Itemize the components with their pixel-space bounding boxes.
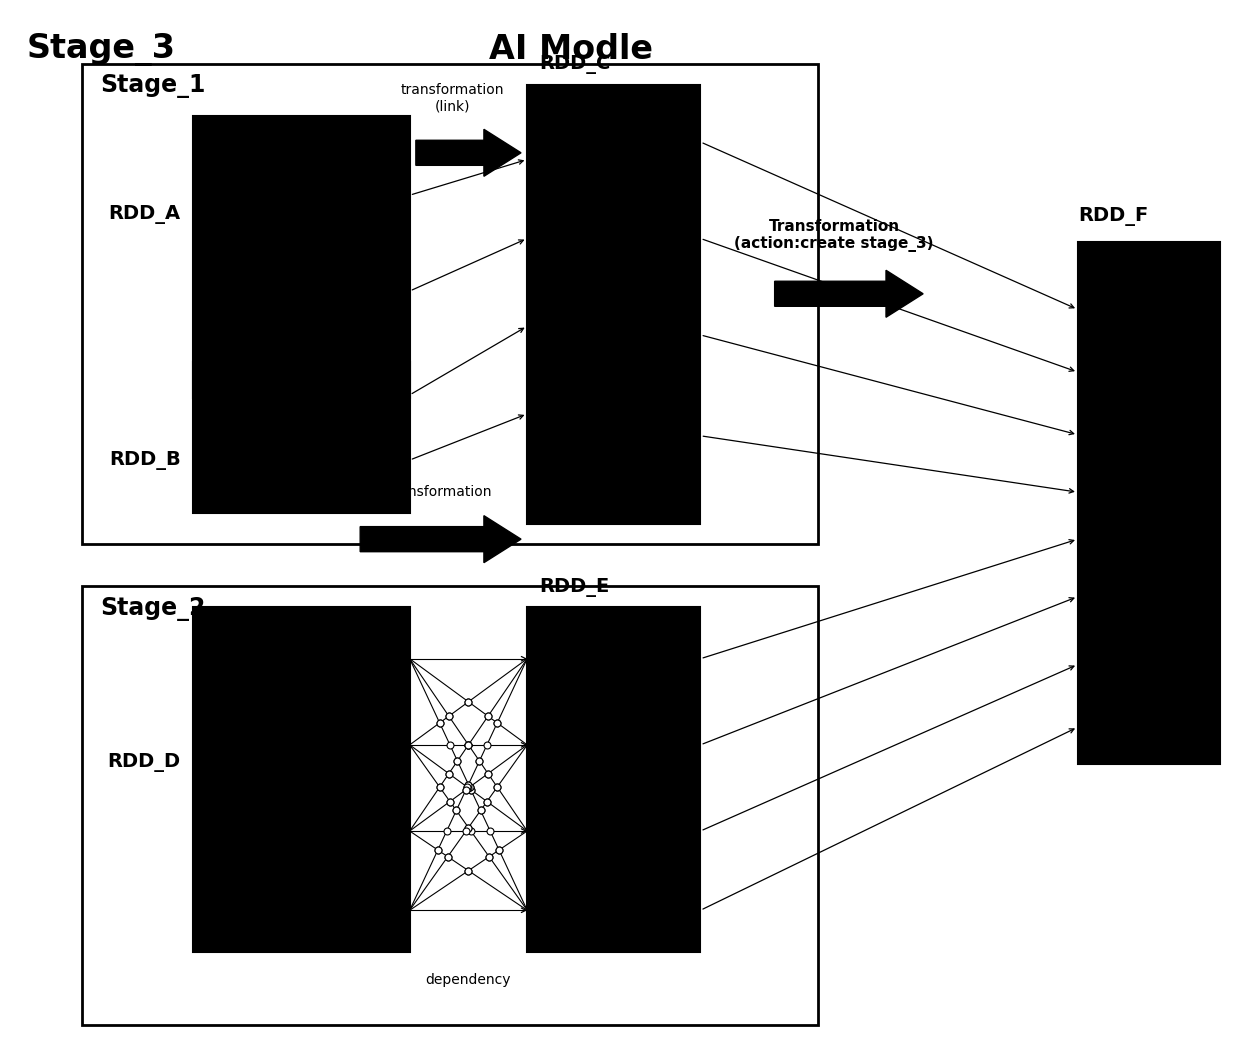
Bar <box>82 586 818 1025</box>
Text: Stage_2: Stage_2 <box>100 597 206 621</box>
Bar <box>527 85 701 524</box>
Bar <box>193 361 409 513</box>
Bar <box>193 116 409 398</box>
FancyArrow shape <box>360 516 521 562</box>
Text: dependency: dependency <box>425 973 511 986</box>
Text: RDD_F: RDD_F <box>1078 207 1148 226</box>
Bar <box>193 607 409 952</box>
Text: RDD_E: RDD_E <box>539 578 610 597</box>
FancyArrow shape <box>775 270 923 317</box>
Text: Transformation
(action:create stage_3): Transformation (action:create stage_3) <box>734 219 934 252</box>
Text: RDD_C: RDD_C <box>539 55 611 74</box>
Text: AI Modle: AI Modle <box>489 32 652 66</box>
Text: transformation: transformation <box>389 486 492 499</box>
FancyArrow shape <box>415 130 521 176</box>
Text: Stage_1: Stage_1 <box>100 74 206 98</box>
Text: RDD_B: RDD_B <box>109 450 181 469</box>
Bar <box>82 64 818 544</box>
Bar <box>527 607 701 952</box>
Text: Stage_3: Stage_3 <box>26 32 175 66</box>
Text: RDD_D: RDD_D <box>108 753 181 772</box>
Text: transformation
(link): transformation (link) <box>401 83 505 113</box>
Text: RDD_A: RDD_A <box>109 205 181 224</box>
Bar <box>1078 242 1220 763</box>
